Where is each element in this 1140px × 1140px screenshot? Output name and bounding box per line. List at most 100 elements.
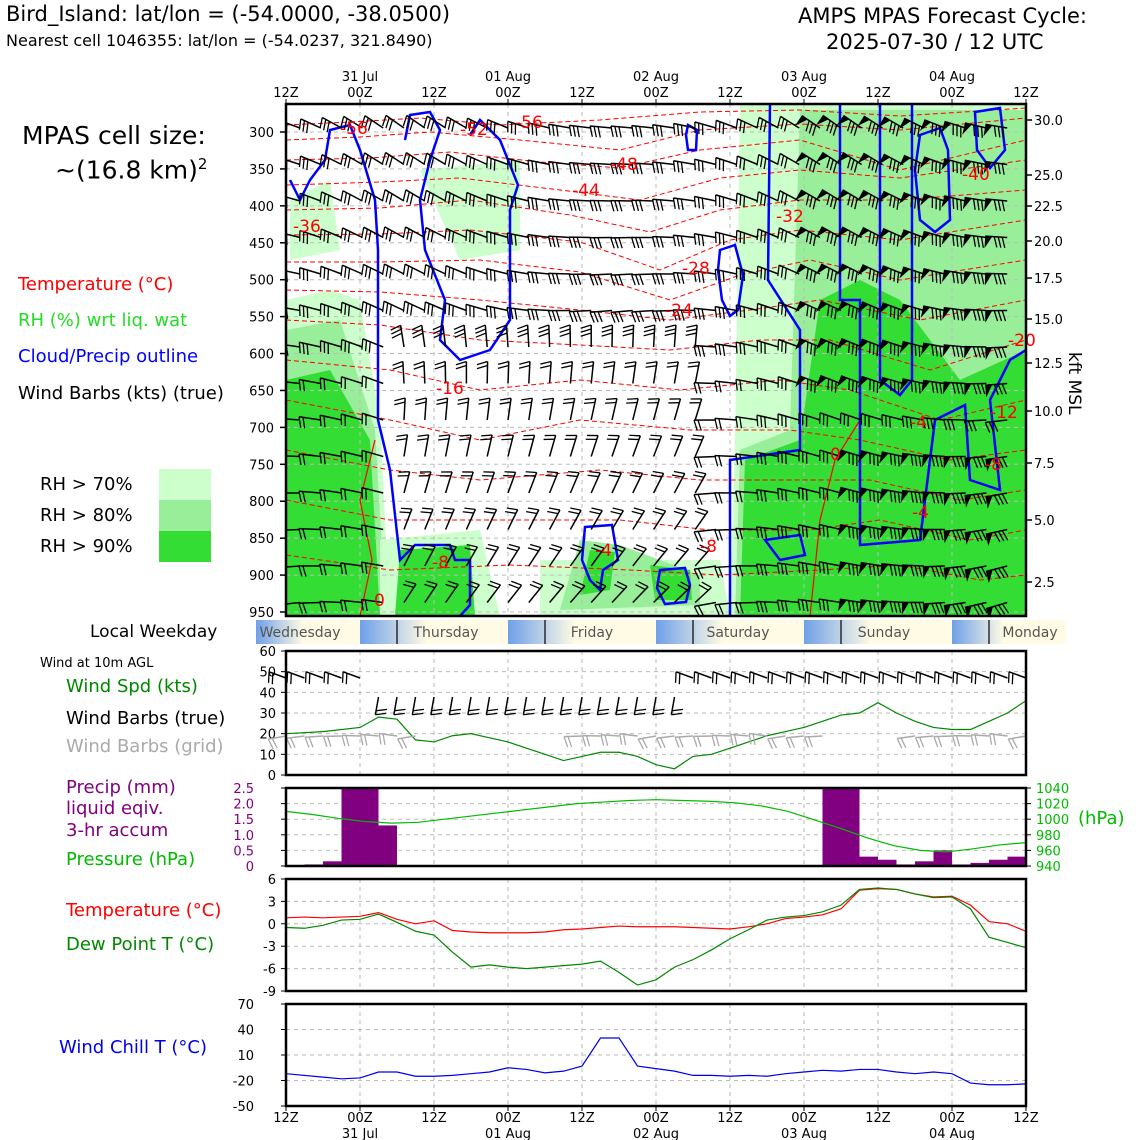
profile-barb-feather (1001, 383, 1007, 395)
profile-barb (736, 192, 758, 202)
profile-barb-feather (763, 121, 767, 133)
wind-barb-grid-feather (752, 733, 756, 746)
profile-barb-feather (367, 119, 373, 131)
profile-barb-feather (514, 271, 518, 283)
profile-barb-feather (735, 379, 738, 391)
profile-barb (319, 451, 342, 458)
profile-barb-feather (633, 507, 645, 512)
profile-barb (298, 601, 321, 604)
profile-barb-feather (546, 471, 558, 474)
profile-barb-feather (631, 510, 643, 515)
profile-barb-feather (402, 115, 408, 127)
profile-barb-feather (693, 196, 697, 208)
profile-barb-flag (963, 234, 972, 247)
profile-barb-flag (795, 301, 807, 313)
profile-barb (964, 234, 987, 239)
profile-barb-feather (980, 456, 987, 468)
kft-tick-label: 15.0 (1034, 313, 1063, 328)
profile-barb-feather (655, 199, 660, 211)
profile-barb-feather (972, 457, 979, 469)
wind-barb-grid-feather (637, 738, 644, 750)
profile-barb-feather (905, 416, 909, 428)
profile-barb-flag (898, 118, 911, 130)
profile-barb-feather (784, 268, 788, 280)
profile-barb-feather (638, 274, 644, 286)
top-date-label: 01 Aug (485, 70, 531, 85)
profile-barb-feather (851, 306, 855, 318)
cell-size-label: MPAS cell size: (22, 121, 206, 150)
profile-barb-feather (889, 195, 893, 207)
profile-barb-feather (496, 332, 508, 338)
bottom-hour-label: 00Z (939, 1111, 965, 1126)
wind-barb-grid-feather (951, 735, 957, 747)
profile-barb (798, 524, 821, 531)
profile-barb-feather (551, 199, 556, 211)
temp-contour-label: -28 (682, 259, 710, 279)
profile-barb-feather (614, 237, 619, 249)
profile-barb (465, 471, 474, 494)
profile-barb-flag (815, 115, 829, 126)
wind-barb-grid-feather (401, 737, 408, 749)
profile-barb (423, 361, 426, 384)
profile-barb-flag (878, 265, 890, 277)
profile-barb-feather (452, 305, 454, 317)
profile-barb-feather (368, 193, 372, 205)
profile-barb (756, 526, 779, 531)
profile-barb-feather (980, 200, 984, 212)
profile-barb-flag (943, 604, 951, 616)
wind-barb-true-feather (841, 671, 844, 683)
profile-barb (863, 152, 883, 166)
panel-ytick-label: 1000 (1036, 813, 1069, 828)
profile-barb (466, 266, 488, 275)
profile-barb-feather (956, 235, 959, 247)
profile-barb-feather (697, 531, 704, 542)
profile-barb-feather (618, 126, 622, 138)
wind-barb-true (522, 696, 528, 715)
profile-barb (673, 325, 677, 348)
profile-barb-feather (547, 198, 552, 210)
profile-barb (298, 416, 321, 421)
wind-barb-true (305, 671, 324, 679)
profile-barb-feather (935, 308, 938, 320)
profile-barb-feather (876, 308, 879, 320)
profile-barb-feather (875, 235, 879, 247)
kft-tick-label: 17.5 (1034, 272, 1063, 287)
profile-barb-feather (343, 118, 348, 130)
profile-barb-feather (485, 547, 497, 552)
profile-barb-feather (298, 528, 303, 540)
profile-barb-feather (829, 196, 834, 208)
profile-barb (319, 600, 342, 604)
profile-barb-feather (960, 199, 963, 211)
temp-contour-line (286, 107, 1026, 126)
bottom-hour-label: 12Z (717, 1111, 743, 1126)
profile-barb-feather (409, 267, 413, 279)
temp-contour-label: -48 (610, 155, 638, 175)
profile-barb-flag (919, 119, 931, 131)
profile-barb-feather (714, 306, 718, 318)
profile-barb-feather (871, 196, 876, 208)
profile-barb-feather (510, 196, 513, 208)
wind-barb-true-feather (974, 673, 977, 685)
profile-barb-feather (472, 158, 476, 170)
profile-barb-feather (667, 361, 679, 364)
wind-barb-grid (656, 735, 675, 739)
profile-barb-feather (475, 332, 487, 338)
profile-barb-feather (687, 365, 699, 368)
profile-barb-feather (364, 266, 368, 278)
profile-barb-feather (593, 237, 598, 249)
profile-barb-feather (846, 120, 852, 132)
profile-barb-feather (685, 332, 697, 337)
profile-barb-feather (834, 344, 837, 357)
profile-barb (446, 153, 467, 166)
profile-barb-flag (899, 229, 910, 242)
profile-barb-feather (780, 303, 784, 315)
profile-barb-feather (718, 233, 721, 245)
profile-barb-feather (462, 511, 474, 514)
profile-barb (610, 125, 633, 129)
kft-tick-label: 12.5 (1034, 357, 1063, 372)
wind-barb-true-feather (597, 712, 609, 716)
profile-barb-feather (738, 565, 744, 577)
profile-barb-feather (718, 270, 721, 282)
profile-barb (632, 361, 637, 384)
profile-barb-feather (997, 273, 1002, 285)
